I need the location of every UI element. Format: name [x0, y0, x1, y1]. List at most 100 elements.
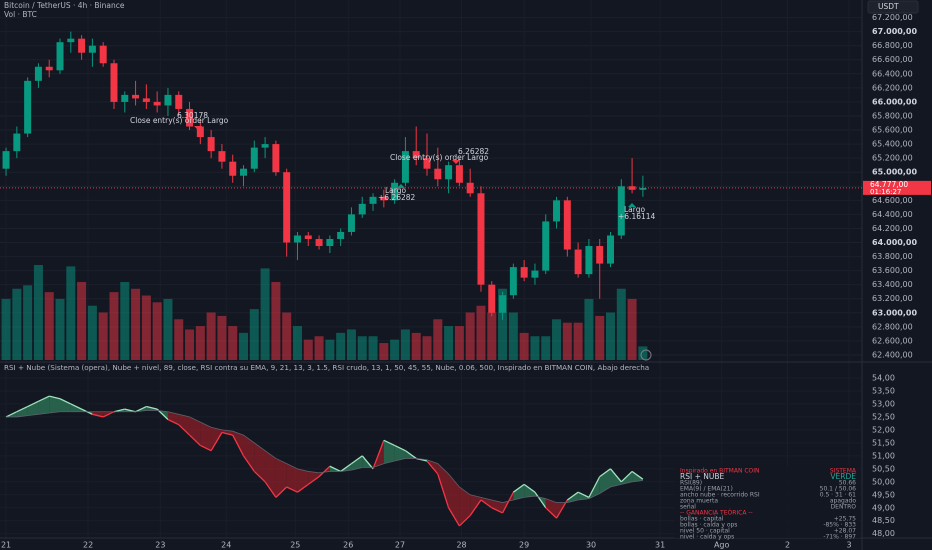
volume-bar	[314, 336, 324, 360]
y-tick-label: 62.600,00	[872, 336, 913, 345]
table-cell: nivel 50 · capital	[680, 528, 730, 535]
candle-body	[2, 151, 10, 169]
cloud-segment	[178, 414, 190, 436]
y-tick-label: 53,50	[872, 386, 895, 395]
candle-body	[488, 284, 496, 313]
candle-body	[186, 108, 194, 127]
cloud-segment	[254, 442, 266, 482]
candle-body	[499, 295, 507, 313]
y-tick-label: 67.000,00	[872, 27, 917, 36]
rsi-line	[275, 486, 288, 498]
table-cell: bollas · caída y ops	[680, 522, 737, 529]
candle-body	[196, 126, 204, 138]
cloud-segment	[27, 401, 39, 416]
rsi-line	[178, 424, 190, 436]
volume-bar	[444, 326, 454, 360]
table-cell: señal	[680, 504, 696, 511]
volume-bar	[519, 332, 529, 360]
rsi-line	[469, 499, 482, 516]
rsi-line	[394, 444, 406, 452]
volume-bar	[454, 326, 464, 360]
cloud-segment	[16, 406, 28, 417]
rsi-line	[92, 413, 104, 418]
volume-bar	[44, 292, 54, 360]
rsi-line	[49, 395, 61, 400]
table-cell: bollas · capital	[680, 516, 724, 523]
candle-body	[250, 147, 258, 169]
volume-bar	[357, 336, 367, 360]
rsi-line	[242, 455, 255, 472]
volume-bar	[33, 265, 43, 360]
table-cell: apagado	[830, 498, 856, 505]
table-cell: SISTEMA	[830, 468, 857, 475]
table-cell: +28.07	[834, 528, 856, 535]
candle-body	[132, 94, 140, 99]
x-tick-label: 28	[456, 541, 466, 550]
chart-title: Bitcoin / TetherUS · 4h · Binance	[4, 1, 125, 10]
rsi-line	[458, 515, 471, 527]
trade-profit: +6.26282	[378, 193, 416, 202]
y-tick-label: 50,00	[872, 477, 895, 486]
volume-bar	[606, 312, 616, 360]
candle-body	[553, 200, 561, 222]
volume-bar	[508, 312, 518, 360]
replay-icon[interactable]	[640, 349, 652, 361]
y-tick-label: 64.200,00	[872, 224, 913, 233]
candle-body	[531, 270, 539, 278]
rsi-line	[146, 405, 158, 410]
rsi-line	[5, 411, 18, 418]
candle-body	[121, 94, 129, 102]
y-tick-label: 63.200,00	[872, 294, 913, 303]
rsi-line	[599, 468, 611, 478]
volume-bar	[627, 298, 637, 360]
candle-body	[110, 63, 118, 102]
countdown: 01:16:27	[870, 188, 901, 196]
candle-body	[445, 165, 453, 180]
volume-bar	[120, 281, 130, 360]
currency-box[interactable]	[867, 0, 919, 14]
stats-table: Inspirado en BITMAN COIN SISTEMA RSI + NUB…	[680, 468, 857, 541]
rsi-line	[286, 486, 298, 493]
x-tick-label: 30	[586, 541, 596, 550]
table-cell: RSI + NUBE	[680, 472, 724, 481]
volume-bar	[228, 326, 238, 360]
trade-label: Largo	[385, 186, 406, 195]
volume-bar	[390, 339, 400, 360]
cloud-segment	[211, 427, 222, 451]
cloud-segment	[383, 440, 395, 464]
rsi-line	[631, 470, 644, 480]
x-tick-label: 29	[519, 541, 529, 550]
volume-bar	[239, 332, 249, 360]
volume-bar	[433, 319, 443, 360]
candle-body	[24, 80, 32, 134]
rsi-line	[189, 434, 201, 446]
rsi-line	[329, 465, 341, 473]
rsi-pane	[5, 395, 644, 527]
candle-body	[153, 101, 161, 106]
rsi-line	[38, 395, 50, 402]
volume-bar	[66, 266, 76, 360]
rsi-line	[480, 499, 493, 509]
rsi-line	[318, 465, 331, 478]
table-cell: -71% · 897	[823, 534, 856, 541]
rsi-line	[501, 491, 514, 514]
last-price-label: 64.777,00	[870, 180, 908, 189]
candle-body	[45, 66, 53, 71]
trade-label: Close entry(s) order Largo	[130, 116, 229, 125]
volume-bar	[325, 339, 335, 360]
volume-bar	[530, 336, 540, 360]
volume-bar	[541, 336, 551, 360]
currency[interactable]: USDT	[878, 2, 899, 11]
volume-bar	[131, 288, 141, 360]
x-tick-label: 27	[395, 541, 405, 550]
volume-bar	[336, 332, 346, 360]
candle-body	[628, 186, 636, 190]
y-tick-label: 66.400,00	[872, 69, 913, 78]
y-tick-label: 63.400,00	[872, 280, 913, 289]
volume-bar	[616, 288, 626, 360]
rsi-line	[426, 460, 439, 475]
candle-body	[466, 182, 474, 194]
volume-bar	[465, 312, 475, 360]
rsi-line	[383, 439, 395, 447]
